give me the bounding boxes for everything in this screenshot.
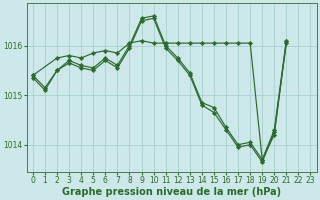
X-axis label: Graphe pression niveau de la mer (hPa): Graphe pression niveau de la mer (hPa) <box>62 187 281 197</box>
